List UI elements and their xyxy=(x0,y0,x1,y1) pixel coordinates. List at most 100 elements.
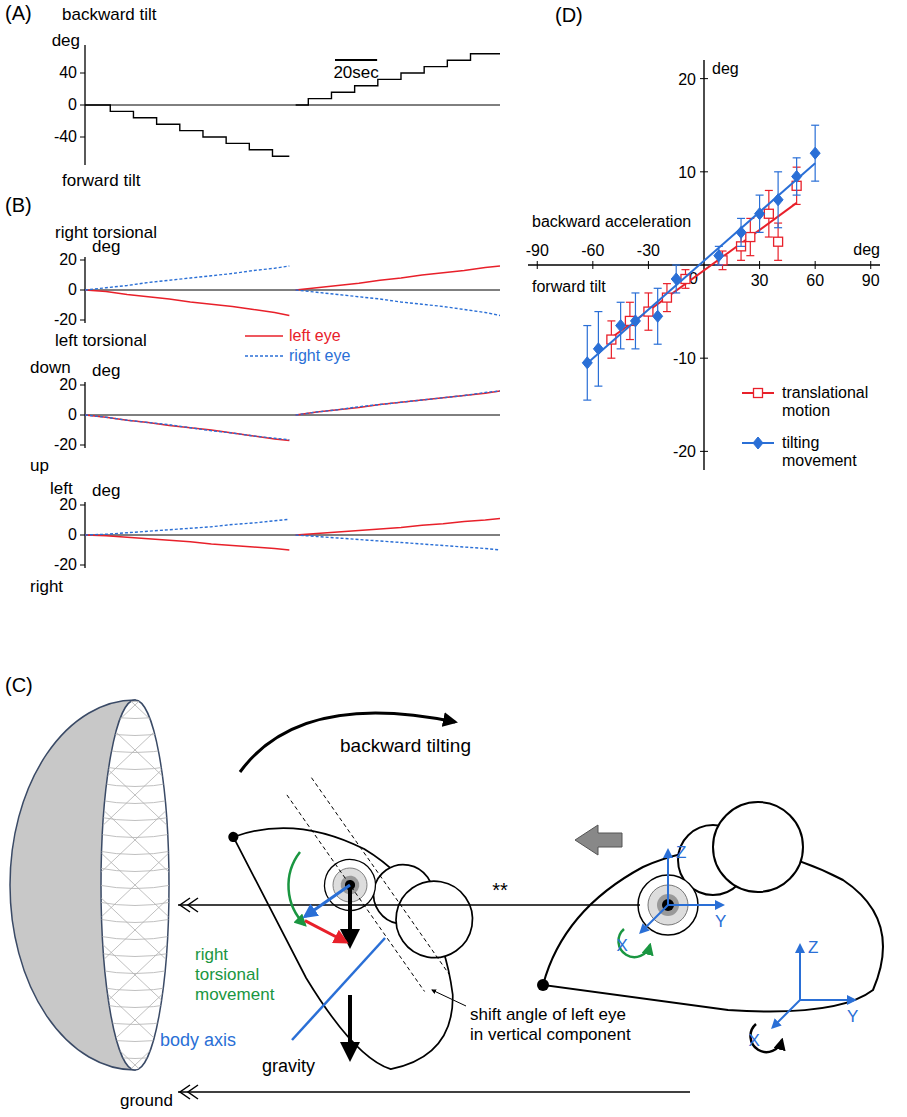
mouse xyxy=(537,802,883,1011)
error-cap xyxy=(644,292,652,293)
mesh-line xyxy=(98,1072,172,1076)
point xyxy=(616,320,626,332)
mesh-line xyxy=(98,783,172,787)
tick xyxy=(870,261,871,269)
error-cap xyxy=(765,236,773,237)
tick-label: 20 xyxy=(678,71,696,88)
mesh-line xyxy=(98,535,172,605)
error-cap xyxy=(719,269,727,270)
tick-label: 0 xyxy=(68,281,77,298)
point xyxy=(774,237,783,246)
panel-label: (D) xyxy=(555,4,583,26)
mesh-line xyxy=(98,895,172,965)
legend-marker xyxy=(753,437,763,449)
line-panel: -40040(A)backward tiltforward tiltdeg20s… xyxy=(5,2,500,190)
tick xyxy=(80,445,85,446)
label: Y xyxy=(715,912,726,931)
tick xyxy=(80,535,85,536)
error-bar xyxy=(672,265,680,293)
screen-mesh xyxy=(98,490,172,1117)
label: right xyxy=(30,577,63,596)
point xyxy=(671,273,681,285)
tick xyxy=(648,261,649,269)
point xyxy=(653,310,663,322)
error-cap xyxy=(654,288,662,289)
mesh-line xyxy=(98,580,172,650)
nose xyxy=(537,979,549,991)
panel-label: (B) xyxy=(5,194,32,216)
tick xyxy=(80,105,85,106)
coordinate-frame: ZYX xyxy=(617,843,727,957)
ground-line xyxy=(178,1091,690,1093)
label: deg xyxy=(52,31,80,50)
point xyxy=(773,194,783,206)
tick-label: -60 xyxy=(581,242,604,259)
tick-label: -20 xyxy=(54,436,77,453)
nose xyxy=(226,830,240,844)
tick-label: 0 xyxy=(68,526,77,543)
mesh-line xyxy=(98,580,172,650)
mesh-line xyxy=(98,940,172,1010)
trace xyxy=(85,266,500,316)
panel-label: (C) xyxy=(5,674,33,696)
mesh-line xyxy=(98,800,172,804)
error-cap xyxy=(765,190,773,191)
mouse-ear xyxy=(713,802,803,892)
z-axis xyxy=(667,850,669,905)
error-bar xyxy=(631,293,639,349)
fit-line xyxy=(587,163,815,363)
label: 20sec xyxy=(333,63,379,82)
mesh-line xyxy=(98,1055,172,1059)
point xyxy=(810,147,820,159)
mesh-line xyxy=(98,760,172,830)
error-bar xyxy=(617,302,625,349)
tick-label: -10 xyxy=(673,350,696,367)
tick xyxy=(537,261,538,269)
torsion-arrow xyxy=(288,852,305,925)
mesh-line xyxy=(98,715,172,719)
label: Z xyxy=(676,843,686,862)
error-cap xyxy=(756,195,764,196)
label: forward tilt xyxy=(532,278,606,295)
tick xyxy=(80,320,85,321)
error-cap xyxy=(774,227,782,228)
mesh-line xyxy=(98,851,172,855)
error-cap xyxy=(715,264,723,265)
tick xyxy=(700,78,708,79)
mesh-line xyxy=(98,698,172,702)
point xyxy=(714,250,724,262)
legend: left eyeright eye xyxy=(245,327,350,364)
marks xyxy=(85,519,500,551)
tick xyxy=(815,261,816,269)
scatter-panel: (D)-90-60-30306090-20-1001020degdegbackw… xyxy=(526,4,880,470)
error-cap xyxy=(793,195,801,196)
tick xyxy=(80,260,85,261)
tick-label: 10 xyxy=(678,164,696,181)
tick-label: -40 xyxy=(54,128,77,145)
tick-label: -30 xyxy=(637,242,660,259)
tick-label: -20 xyxy=(54,556,77,573)
tick-label: -20 xyxy=(673,443,696,460)
panel-label: (A) xyxy=(5,2,32,24)
label: Z xyxy=(808,938,818,957)
error-cap xyxy=(774,260,782,261)
error-cap xyxy=(811,181,819,182)
mesh-line xyxy=(98,919,172,923)
tick xyxy=(592,261,593,269)
legend-label: left eye xyxy=(289,327,341,344)
label: gravity xyxy=(262,1056,315,1076)
label: Y xyxy=(847,1007,858,1026)
error-cap xyxy=(626,339,634,340)
trace xyxy=(85,391,500,440)
tick-label: -20 xyxy=(54,311,77,328)
error-cap xyxy=(617,348,625,349)
error-cap xyxy=(737,246,745,247)
mesh-line xyxy=(98,715,172,785)
point xyxy=(746,233,755,242)
trace xyxy=(85,54,500,156)
tick xyxy=(80,290,85,291)
tick xyxy=(80,565,85,566)
error-bar xyxy=(737,218,745,246)
tick xyxy=(759,261,760,269)
error-cap xyxy=(607,358,615,359)
